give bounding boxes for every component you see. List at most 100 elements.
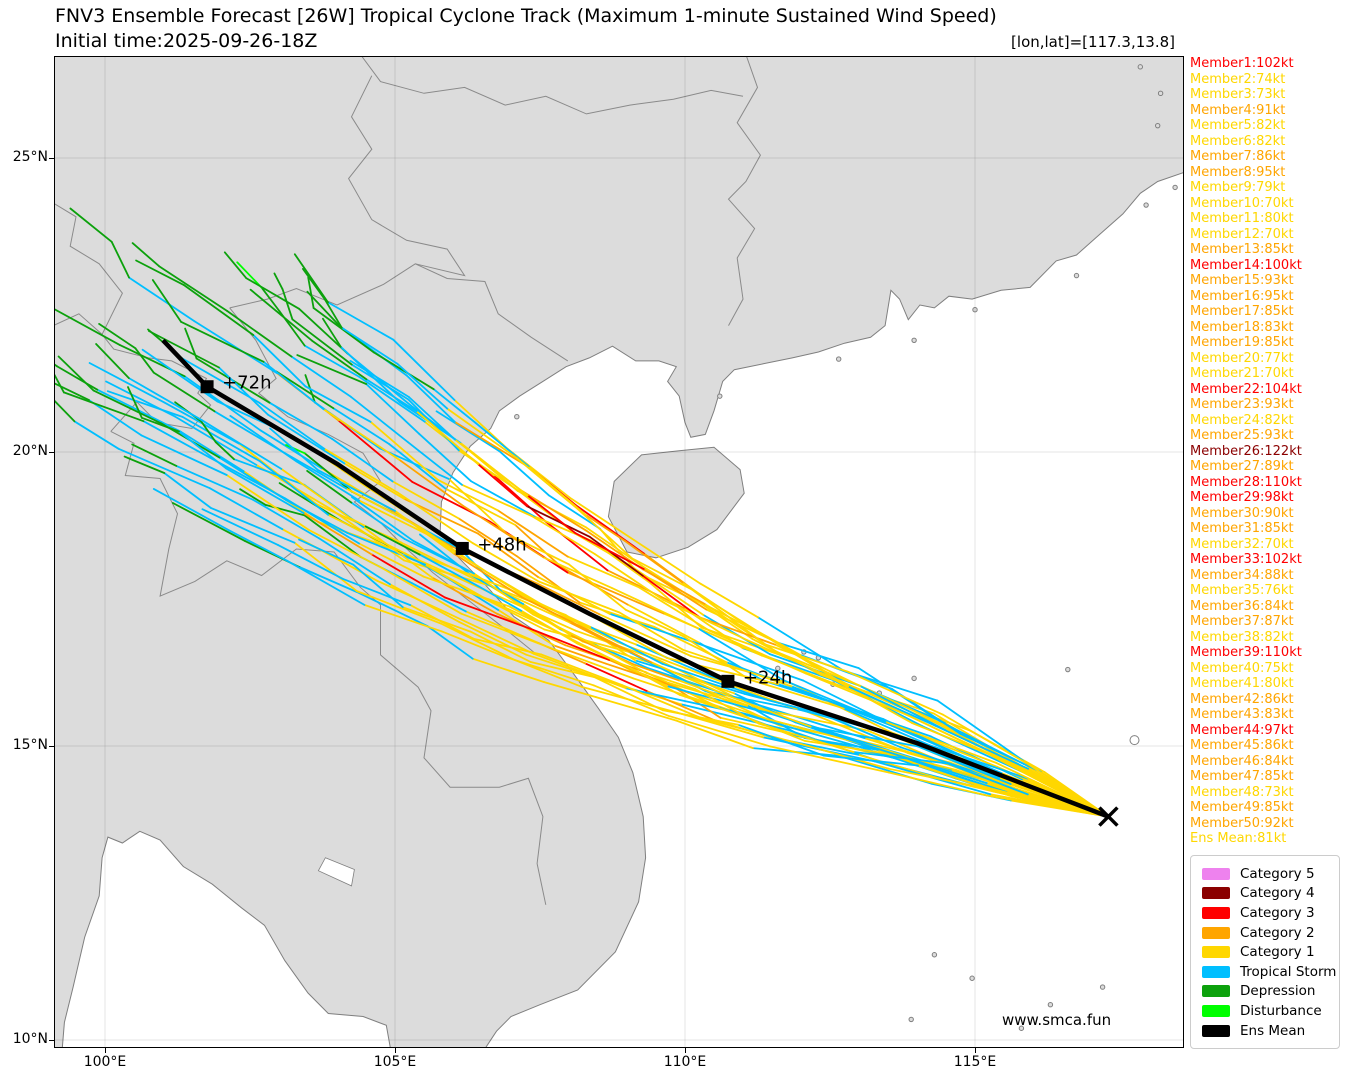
member-track-segment	[887, 771, 988, 797]
member-track-segment	[172, 502, 247, 543]
member-track-segment	[472, 637, 543, 656]
member-intensity-entry: Member10:70kt	[1190, 195, 1294, 211]
member-track-segment	[226, 310, 293, 358]
member-track-segment	[683, 635, 751, 681]
member-track-segment	[163, 472, 212, 509]
member-track-segment	[95, 343, 130, 380]
member-track-segment	[134, 347, 155, 374]
member-track-segment	[358, 542, 425, 578]
legend-swatch	[1202, 965, 1230, 978]
member-track-segment	[355, 591, 429, 627]
member-track-segment	[857, 753, 941, 780]
member-track-segment	[280, 450, 348, 490]
member-track-segment	[259, 460, 330, 516]
member-track-segment	[269, 427, 320, 472]
member-track-segment	[822, 754, 919, 767]
member-track-segment	[214, 441, 235, 461]
member-track-segment	[208, 487, 284, 531]
member-track-segment	[475, 593, 546, 631]
island	[1172, 184, 1178, 191]
member-intensity-entry: Member32:70kt	[1190, 536, 1294, 552]
forecast-hour-label: +48h	[477, 534, 526, 555]
member-track-segment	[598, 613, 692, 657]
member-intensity-entry: Member50:92kt	[1190, 815, 1294, 831]
member-intensity-entry: Member35:76kt	[1190, 583, 1294, 598]
member-track-segment	[578, 601, 656, 628]
member-track-segment	[391, 480, 460, 520]
chart-header: FNV3 Ensemble Forecast [26W] Tropical Cy…	[55, 4, 997, 54]
member-intensity-entry: Member4:91kt	[1190, 102, 1286, 118]
member-track-segment	[355, 590, 442, 625]
member-intensity-entry: Member26:122kt	[1190, 443, 1302, 459]
member-intensity-entry: Ens Mean:81kt	[1190, 831, 1287, 846]
member-track-segment	[520, 609, 578, 645]
member-track-segment	[296, 354, 368, 385]
y-axis-tick	[49, 452, 54, 454]
member-track-segment	[337, 419, 414, 483]
member-track-segment	[585, 514, 626, 542]
member-track-segment	[745, 639, 827, 676]
member-track-segment	[690, 588, 767, 646]
member-track-segment	[453, 399, 509, 450]
y-axis-tick-label: 15°N	[12, 737, 48, 753]
member-track-segment	[544, 520, 609, 572]
member-track-segment	[184, 327, 198, 360]
member-track-segment	[574, 532, 645, 570]
member-intensity-entry: Member33:102kt	[1190, 552, 1302, 567]
member-intensity-entry: Member23:93kt	[1190, 397, 1294, 412]
member-track-segment	[233, 458, 306, 486]
member-track-segment	[464, 610, 539, 644]
member-intensity-entry: Member29:98kt	[1190, 490, 1294, 505]
member-track-segment	[1010, 795, 1110, 818]
atoll-ring	[1129, 735, 1140, 746]
mean-track-marker	[455, 541, 469, 555]
legend-label: Disturbance	[1240, 1002, 1322, 1019]
member-intensity-entry: Member41:80kt	[1190, 676, 1294, 691]
member-track-segment	[135, 259, 185, 286]
member-track-segment	[327, 513, 414, 559]
member-track-segment	[69, 207, 113, 243]
member-track-segment	[532, 613, 592, 644]
member-track-segment	[630, 565, 705, 616]
member-track-segment	[405, 374, 456, 423]
member-track-segment	[610, 587, 699, 630]
member-track-segment	[805, 672, 907, 716]
member-track-segment	[530, 515, 596, 555]
member-track-segment	[547, 494, 601, 530]
track-map: +24h +48h +72h	[54, 56, 1184, 1048]
member-track-segment	[540, 653, 624, 687]
member-track-segment	[538, 580, 621, 614]
member-track-segment	[758, 708, 869, 732]
member-track-segment	[148, 330, 220, 369]
member-track-segment	[469, 480, 536, 518]
member-intensity-list: Member1:102kt Member2:74kt Member3:73kt Mem…	[1190, 56, 1302, 847]
member-track-segment	[641, 574, 701, 619]
member-track-segment	[642, 568, 708, 611]
member-track-segment	[634, 669, 681, 696]
member-track-segment	[440, 630, 508, 659]
mean-track-line	[161, 338, 1110, 819]
member-track-segment	[341, 577, 412, 606]
member-track-segment	[473, 572, 534, 616]
member-track-segment	[542, 556, 613, 589]
island	[1157, 90, 1164, 97]
member-track-segment	[588, 535, 644, 577]
member-track-segment	[772, 640, 860, 669]
member-track-segment	[266, 413, 346, 465]
x-axis-tick	[395, 1048, 397, 1053]
member-track-segment	[117, 447, 211, 490]
member-track-segment	[306, 469, 353, 504]
member-track-segment	[529, 661, 596, 678]
member-track-segment	[340, 326, 399, 365]
member-track-segment	[346, 531, 427, 566]
member-track-segment	[398, 458, 465, 507]
member-track-segment	[298, 538, 355, 566]
legend-item: Category 1	[1202, 942, 1328, 962]
member-track-segment	[280, 467, 352, 520]
member-track-segment	[303, 514, 362, 558]
legend-item: Category 5	[1202, 864, 1328, 884]
member-track-segment	[430, 558, 511, 591]
ens-mean-track: +24h +48h +72h	[161, 338, 1119, 827]
member-track-segment	[200, 419, 283, 470]
island	[972, 307, 978, 313]
